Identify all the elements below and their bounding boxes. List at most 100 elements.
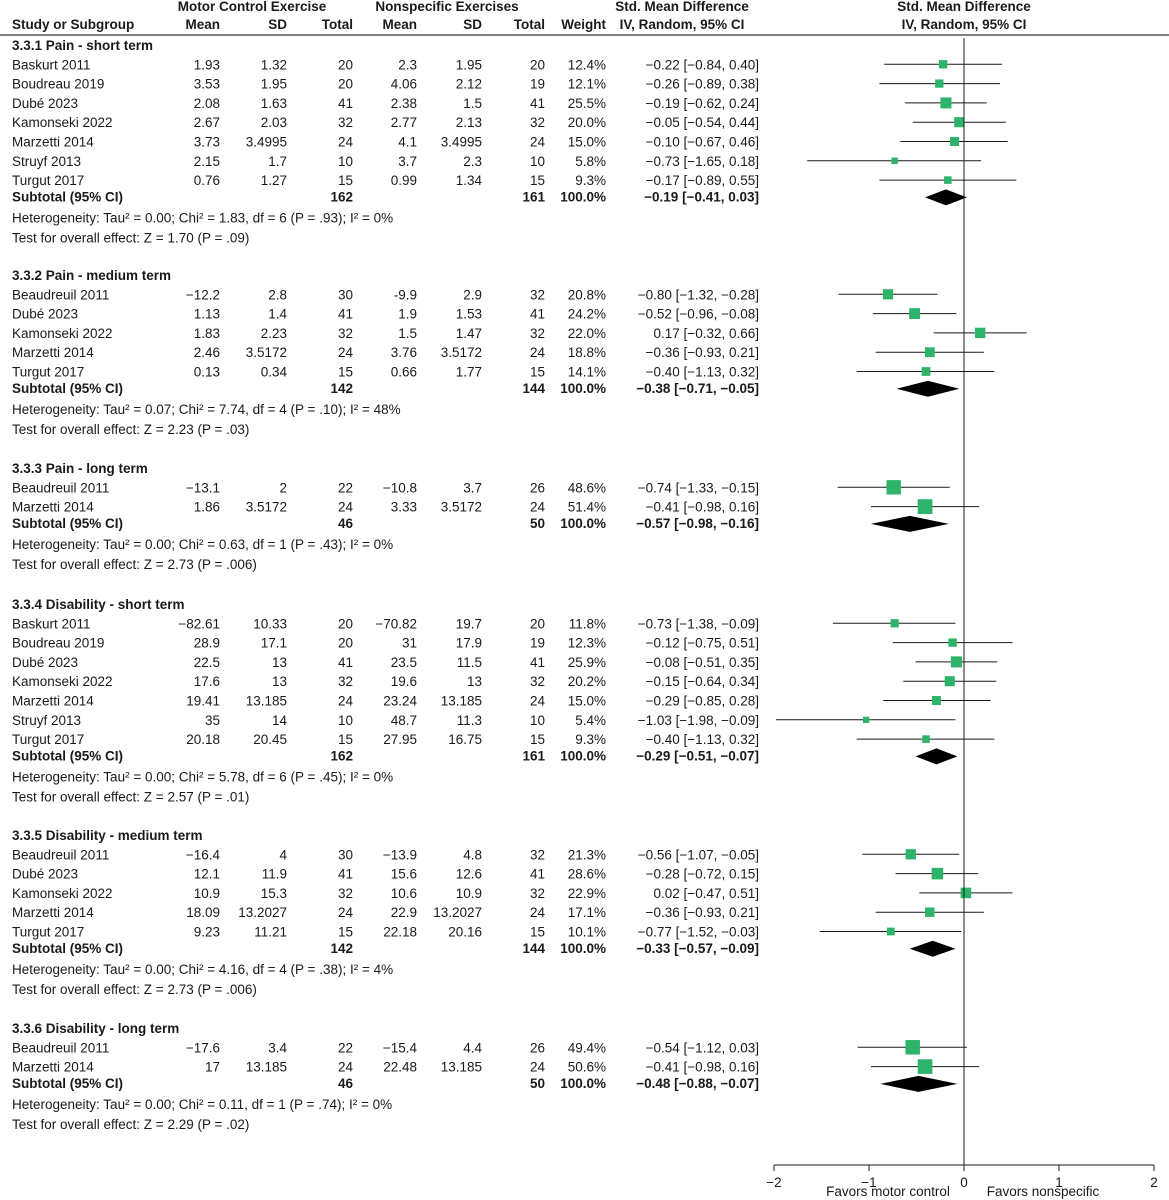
column-header-mean-2: Mean	[382, 17, 417, 32]
study-row: Boudreau 2019 28.9 17.1 20 31 17.9 19 12.3% −0.1…	[12, 636, 759, 651]
weight: 15.0%	[568, 694, 606, 709]
subtotal-total-2: 161	[522, 189, 545, 204]
smd-ci: −0.41 [−0.98, 0.16]	[646, 500, 759, 515]
study-name: Beaudreuil 2011	[12, 1040, 109, 1055]
mean-2: 22.18	[383, 925, 417, 940]
study-name: Kamonseki 2022	[12, 326, 113, 341]
effect-square	[950, 137, 959, 146]
sd-1: 11.9	[262, 867, 287, 882]
column-header-total-2: Total	[514, 17, 545, 32]
sd-1: 1.4	[268, 307, 287, 322]
weight: 12.1%	[568, 77, 606, 92]
x-tick-label: 2	[1150, 1175, 1158, 1190]
study-row: Struyf 2013 2.15 1.7 10 3.7 2.3 10 5.8% −0.73 [−…	[12, 154, 759, 169]
smd-ci: 0.02 [−0.47, 0.51]	[654, 886, 759, 901]
effect-square	[891, 157, 898, 165]
weight: 12.3%	[568, 636, 606, 651]
mean-1: 2.08	[194, 96, 220, 111]
sd-1: 13.185	[246, 694, 287, 709]
mean-2: 1.5	[398, 326, 417, 341]
mean-2: 2.77	[391, 115, 417, 130]
smd-ci: −0.41 [−0.98, 0.16]	[646, 1060, 759, 1075]
overall-effect-text: Test for overall effect: Z = 2.73 (P = .…	[12, 982, 257, 997]
mean-2: 22.9	[391, 905, 417, 920]
weight: 48.6%	[568, 480, 606, 495]
mean-2: 48.7	[391, 713, 417, 728]
mean-2: −70.82	[375, 616, 417, 631]
smd-ci: −0.36 [−0.93, 0.21]	[646, 345, 759, 360]
subtotal-total-2: 144	[522, 941, 545, 956]
study-name: Kamonseki 2022	[12, 886, 113, 901]
column-header-mean-1: Mean	[185, 17, 220, 32]
weight: 18.8%	[568, 345, 606, 360]
mean-1: 17	[205, 1060, 220, 1075]
study-row: Marzetti 2014 19.41 13.185 24 23.24 13.185 24 1…	[12, 694, 759, 709]
mean-1: 10.9	[194, 886, 220, 901]
subgroup-title: 3.3.6 Disability - long term	[12, 1021, 179, 1036]
total-1: 30	[338, 847, 353, 862]
sd-1: 3.5172	[246, 500, 287, 515]
heterogeneity-text: Heterogeneity: Tau² = 0.00; Chi² = 4.16,…	[12, 962, 393, 977]
subtotal-total-1: 142	[330, 941, 353, 956]
sd-2: 3.5172	[441, 500, 482, 515]
sd-2: 20.16	[448, 925, 482, 940]
total-1: 32	[338, 326, 353, 341]
column-header-sd-1: SD	[268, 17, 287, 32]
study-name: Kamonseki 2022	[12, 115, 113, 130]
subgroup-title: 3.3.1 Pain - short term	[12, 38, 153, 53]
weight: 11.8%	[569, 616, 606, 631]
mean-1: 1.83	[194, 326, 220, 341]
sd-2: 1.47	[456, 326, 482, 341]
sd-2: 13	[467, 674, 482, 689]
study-name: Turgut 2017	[12, 732, 84, 747]
mean-1: 22.5	[194, 655, 220, 670]
mean-2: −13.9	[383, 847, 417, 862]
mean-2: 0.66	[391, 365, 417, 380]
smd-ci: −0.77 [−1.52, −0.03]	[638, 925, 759, 940]
study-row: Beaudreuil 2011 −16.4 4 30 −13.9 4.8 32 21.3% −0…	[12, 847, 759, 862]
mean-1: 28.9	[194, 636, 220, 651]
subgroup: 3.3.1 Pain - short term Baskurt 2011 1.93 1…	[12, 38, 759, 245]
study-name: Beaudreuil 2011	[12, 847, 109, 862]
smd-ci: −0.08 [−0.51, 0.35]	[646, 655, 759, 670]
study-row: Kamonseki 2022 1.83 2.23 32 1.5 1.47 32 22.0% 0.…	[12, 326, 759, 341]
mean-1: 1.86	[194, 500, 220, 515]
effect-square	[944, 676, 955, 687]
sd-2: 3.7	[463, 480, 482, 495]
effect-square	[954, 117, 965, 128]
study-name: Marzetti 2014	[12, 345, 94, 360]
weight: 17.1%	[568, 905, 606, 920]
effect-square	[886, 480, 901, 495]
weight: 15.0%	[568, 135, 606, 150]
column-header-weight: Weight	[561, 17, 606, 32]
total-1: 15	[338, 365, 353, 380]
study-name: Baskurt 2011	[12, 616, 91, 631]
study-row: Marzetti 2014 17 13.185 24 22.48 13.185 24 50.6…	[12, 1060, 759, 1075]
sd-1: 13	[272, 674, 287, 689]
total-2: 24	[530, 345, 546, 360]
subtotal-row: Subtotal (95% CI) 142 144 100.0% −0.33 [−0.5…	[12, 941, 759, 956]
mean-1: −82.61	[178, 616, 220, 631]
total-1: 24	[338, 500, 354, 515]
mean-1: 0.13	[194, 365, 220, 380]
study-row: Kamonseki 2022 17.6 13 32 19.6 13 32 20.2% −0.15…	[12, 674, 759, 689]
x-tick-label: −2	[766, 1175, 781, 1190]
smd-ci: −0.15 [−0.64, 0.34]	[646, 674, 759, 689]
mean-2: 3.7	[398, 154, 417, 169]
study-row: Beaudreuil 2011 −12.2 2.8 30 -9.9 2.9 32 20.8% −…	[12, 287, 759, 302]
subtotal-total-2: 161	[522, 748, 545, 763]
mean-2: 15.6	[391, 867, 417, 882]
overall-effect-text: Test for overall effect: Z = 1.70 (P = .…	[12, 230, 249, 245]
effect-square	[917, 1059, 933, 1074]
total-2: 15	[530, 925, 545, 940]
study-row: Beaudreuil 2011 −13.1 2 22 −10.8 3.7 26 48.6% −0…	[12, 480, 759, 495]
weight: 14.1%	[568, 365, 606, 380]
sd-1: 1.7	[268, 154, 287, 169]
weight: 10.1%	[568, 925, 606, 940]
weight: 50.6%	[568, 1060, 606, 1075]
subgroup-title: 3.3.4 Disability - short term	[12, 597, 185, 612]
study-name: Boudreau 2019	[12, 636, 104, 651]
subtotal-weight: 100.0%	[560, 516, 606, 531]
effect-square	[882, 289, 894, 300]
smd-ci: −0.22 [−0.84, 0.40]	[646, 57, 759, 72]
